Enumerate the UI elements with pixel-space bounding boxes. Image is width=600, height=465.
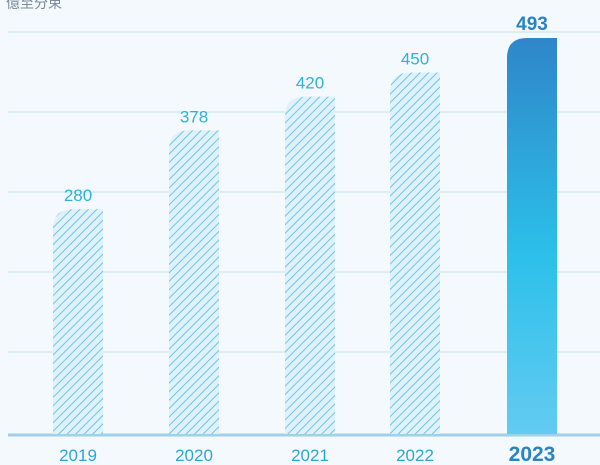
x-tick-2021: 2021: [291, 446, 329, 465]
x-tick-2019: 2019: [59, 446, 97, 465]
x-tick-2022: 2022: [396, 446, 434, 465]
bar-2022: [390, 72, 440, 434]
value-label-2020: 378: [180, 107, 208, 126]
unit-label: 億至分束: [6, 0, 62, 11]
gridlines: [8, 31, 600, 437]
value-label-2023: 493: [516, 14, 548, 35]
x-axis-ticks: 2019 2020 2021 2022 2023: [59, 443, 555, 465]
x-tick-2020: 2020: [175, 446, 213, 465]
value-label-2021: 420: [296, 74, 324, 93]
bars: [53, 38, 557, 435]
value-label-2022: 450: [401, 50, 429, 69]
value-label-2019: 280: [64, 186, 92, 205]
bar-2019: [53, 209, 103, 434]
x-tick-2023: 2023: [509, 443, 556, 465]
value-labels: 280 378 420 450 493: [64, 14, 548, 205]
bar-2021: [285, 96, 335, 435]
bar-2023: [507, 38, 557, 434]
bar-2020: [169, 130, 219, 434]
